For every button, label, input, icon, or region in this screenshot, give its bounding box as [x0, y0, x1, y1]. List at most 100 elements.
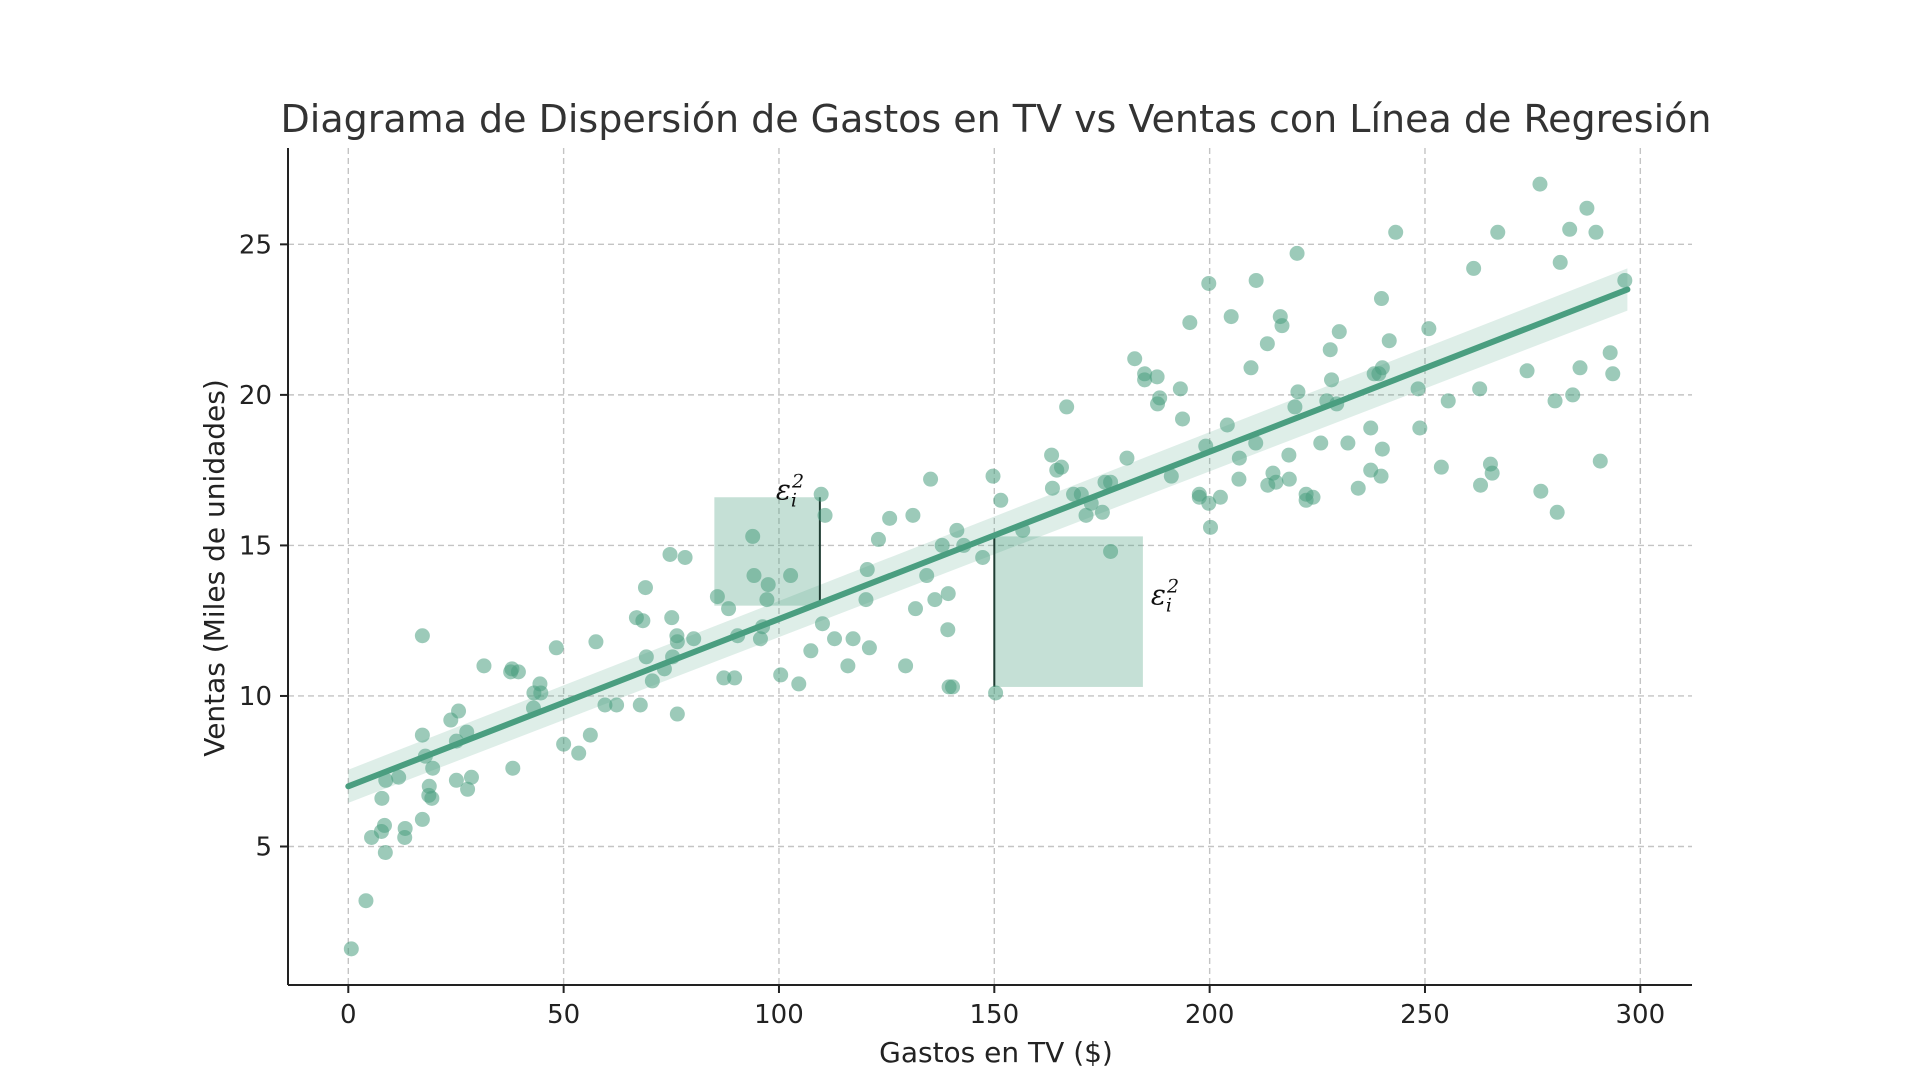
data-point [861, 640, 877, 656]
data-point [1472, 381, 1488, 397]
data-point [1149, 369, 1165, 385]
residual-box-layer: εi2 εi2 [714, 470, 1179, 687]
data-point [1094, 504, 1110, 520]
data-point [814, 616, 830, 632]
x-tick-label: 250 [1400, 1000, 1450, 1030]
residual-square-2 [994, 536, 1143, 687]
data-point [1324, 372, 1340, 388]
data-point [845, 631, 861, 647]
data-point [1519, 363, 1535, 379]
data-point [1532, 176, 1548, 192]
data-point [588, 634, 604, 650]
grid-lines [288, 148, 1692, 985]
data-point [1044, 480, 1060, 496]
regression-line [345, 286, 1631, 790]
data-point [609, 697, 625, 713]
data-point [677, 549, 693, 565]
data-point [632, 697, 648, 713]
data-point [1259, 336, 1275, 352]
data-point [1044, 447, 1060, 463]
y-tick-label: 10 [239, 682, 272, 712]
data-point [1572, 360, 1588, 376]
data-point [1381, 333, 1397, 349]
x-tick-label: 150 [969, 1000, 1019, 1030]
x-tick-label: 100 [754, 1000, 804, 1030]
data-point [1373, 468, 1389, 484]
data-points [343, 176, 1633, 957]
x-tick-label: 50 [547, 1000, 580, 1030]
data-point [791, 676, 807, 692]
residual-label-1: εi2 [776, 470, 804, 511]
data-point [1440, 393, 1456, 409]
x-tick-label: 300 [1615, 1000, 1665, 1030]
data-point [1305, 489, 1321, 505]
y-tick-label: 25 [239, 230, 272, 260]
x-tick-label: 0 [340, 1000, 357, 1030]
data-point [745, 528, 761, 544]
data-point [721, 601, 737, 617]
data-point [907, 601, 923, 617]
data-point [582, 727, 598, 743]
data-point [1617, 272, 1633, 288]
data-point [1331, 324, 1347, 340]
regression-line-layer [345, 286, 1631, 790]
data-point [870, 531, 886, 547]
y-tick-label: 5 [255, 833, 272, 863]
data-point [377, 845, 393, 861]
data-point [391, 769, 407, 785]
data-point [414, 811, 430, 827]
data-point [1268, 474, 1284, 490]
data-point [635, 613, 651, 629]
residual-label-2: εi2 [1151, 575, 1179, 616]
data-point [1231, 450, 1247, 466]
data-point [1191, 486, 1207, 502]
data-point [1549, 504, 1565, 520]
chart-title: Diagrama de Dispersión de Gastos en TV v… [281, 97, 1712, 141]
data-point [1119, 450, 1135, 466]
data-point [1287, 399, 1303, 415]
data-point [1219, 417, 1235, 433]
data-point [1172, 381, 1188, 397]
data-point [859, 562, 875, 578]
data-point [975, 549, 991, 565]
data-point [1274, 318, 1290, 334]
data-point [1175, 411, 1191, 427]
data-point [1592, 453, 1608, 469]
data-point [1533, 483, 1549, 499]
data-point [1565, 387, 1581, 403]
data-point [637, 580, 653, 596]
data-point [945, 679, 961, 695]
data-point [476, 658, 492, 674]
data-point [374, 790, 390, 806]
data-point [1340, 435, 1356, 451]
data-point [1212, 489, 1228, 505]
data-point [1248, 435, 1264, 451]
data-point [1281, 447, 1297, 463]
data-point [556, 736, 572, 752]
data-point [1223, 309, 1239, 325]
data-point [1484, 465, 1500, 481]
data-point [1410, 381, 1426, 397]
data-point [1350, 480, 1366, 496]
data-point [1588, 224, 1604, 240]
data-point [1248, 272, 1264, 288]
data-point [1137, 366, 1153, 382]
data-point [425, 760, 441, 776]
data-point [949, 522, 965, 538]
data-point [1127, 351, 1143, 367]
data-point [505, 760, 521, 776]
data-point [1322, 342, 1338, 358]
data-point [783, 568, 799, 584]
x-tick-label: 200 [1185, 1000, 1235, 1030]
data-point [343, 941, 359, 957]
data-point [644, 673, 660, 689]
data-point [746, 568, 762, 584]
data-point [1363, 420, 1379, 436]
data-point [709, 589, 725, 605]
data-point [669, 634, 685, 650]
data-point [1374, 360, 1390, 376]
y-axis-label: Ventas (Miles de unidades) [198, 379, 231, 757]
data-point [923, 471, 939, 487]
data-point [919, 568, 935, 584]
data-point [993, 492, 1009, 508]
